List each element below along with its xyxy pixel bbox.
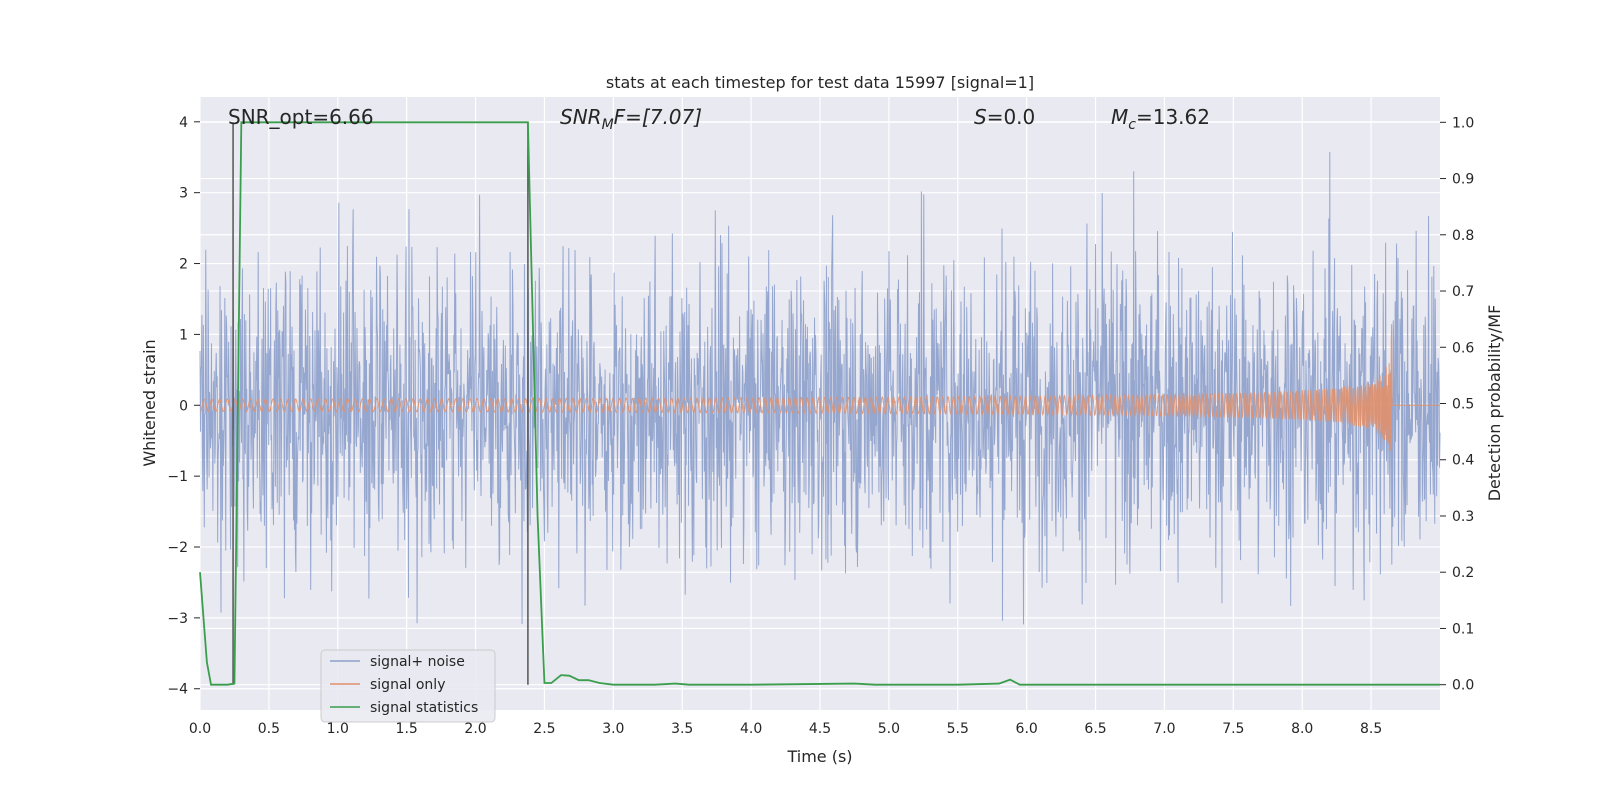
x-tick-label-9: 4.5 <box>809 721 831 737</box>
x-tick-label-3: 1.5 <box>396 721 418 737</box>
y-right-tick-label-0: 0.0 <box>1452 678 1474 694</box>
annotation-s: S=0.0 <box>974 105 1035 129</box>
x-tick-label-4: 2.0 <box>464 721 486 737</box>
y-right-tick-label-3: 0.3 <box>1452 509 1474 525</box>
annotation-s-label: S <box>974 105 987 129</box>
annotation-snr-mf: SNRMF=[7.07] <box>560 105 702 133</box>
y-axis-right: 0.0 0.1 0.2 0.3 0.4 0.5 0.6 0.7 0.8 0.9 1.0 <box>1440 115 1474 694</box>
x-tick-label-11: 5.5 <box>947 721 969 737</box>
annotation-mc: Mc=13.62 <box>1111 105 1210 133</box>
y-right-tick-label-10: 1.0 <box>1452 115 1474 131</box>
x-tick-label-15: 7.5 <box>1222 721 1244 737</box>
vertical-markers <box>232 122 529 685</box>
series-signal-statistics <box>199 121 1440 686</box>
stats-line <box>199 121 1440 686</box>
y-right-tick-label-7: 0.7 <box>1452 284 1474 300</box>
y-left-tick-label-2: −2 <box>167 540 188 556</box>
legend-box <box>320 649 496 723</box>
annotation-mc-value: =13.62 <box>1136 105 1210 129</box>
y-left-tick-label-8: 4 <box>179 115 188 131</box>
y-right-tick-label-8: 0.8 <box>1452 228 1474 244</box>
x-axis-title: Time (s) <box>786 747 852 766</box>
x-tick-label-8: 4.0 <box>740 721 762 737</box>
x-tick-label-2: 1.0 <box>327 721 349 737</box>
x-tick-label-16: 8.0 <box>1291 721 1313 737</box>
annotation-snr-opt: SNR_opt=6.66 <box>228 105 374 129</box>
y-left-tick-label-3: −1 <box>167 469 188 485</box>
x-tick-label-0: 0.0 <box>189 721 211 737</box>
y-right-tick-label-1: 0.1 <box>1452 621 1474 637</box>
y-right-tick-label-6: 0.6 <box>1452 340 1474 356</box>
x-tick-label-17: 8.5 <box>1360 721 1382 737</box>
y-left-tick-label-0: −4 <box>167 682 188 698</box>
y-right-tick-label-4: 0.4 <box>1452 453 1474 469</box>
annotation-snr-mf-rest: F=[7.07] <box>614 105 702 129</box>
x-tick-label-10: 5.0 <box>878 721 900 737</box>
series-signal-only <box>199 324 1440 451</box>
y-axis-left: −4 −3 −2 −1 0 1 2 3 4 <box>167 115 200 698</box>
signal-line <box>199 324 1440 451</box>
x-tick-label-6: 3.0 <box>602 721 624 737</box>
x-tick-label-12: 6.0 <box>1016 721 1038 737</box>
legend-label-stats: signal statistics <box>370 700 478 716</box>
annotation-snr-mf-main: SNR <box>560 105 602 129</box>
chart-title: stats at each timestep for test data 159… <box>606 73 1034 92</box>
y-left-tick-label-4: 0 <box>179 398 188 414</box>
y-axis-left-title: Whitened strain <box>140 339 159 466</box>
y-right-tick-label-9: 0.9 <box>1452 172 1474 188</box>
annotation-s-value: =0.0 <box>987 105 1036 129</box>
y-right-tick-label-2: 0.2 <box>1452 565 1474 581</box>
annotation-mc-label: M <box>1111 105 1128 129</box>
x-tick-label-5: 2.5 <box>533 721 555 737</box>
annotation-mc-sub: c <box>1128 117 1136 133</box>
x-tick-label-1: 0.5 <box>258 721 280 737</box>
x-axis: 0.0 0.5 1.0 1.5 2.0 2.5 3.0 3.5 4.0 4.5 5.0 5.5 6.0 6… <box>189 721 1382 737</box>
annotation-snr-mf-sub: M <box>602 117 614 133</box>
x-tick-label-13: 6.5 <box>1084 721 1106 737</box>
legend-label-noise: signal+ noise <box>370 654 465 670</box>
y-left-tick-label-7: 3 <box>179 186 188 202</box>
y-left-tick-label-5: 1 <box>179 327 188 343</box>
y-axis-right-title: Detection probability/MF <box>1485 305 1504 502</box>
x-tick-label-7: 3.5 <box>671 721 693 737</box>
y-right-tick-label-5: 0.5 <box>1452 397 1474 413</box>
y-left-tick-label-6: 2 <box>179 257 188 273</box>
legend-label-signal: signal only <box>370 677 445 693</box>
legend: signal+ noise signal only signal statist… <box>320 649 496 723</box>
x-tick-label-14: 7.0 <box>1153 721 1175 737</box>
y-left-tick-label-1: −3 <box>167 611 188 627</box>
